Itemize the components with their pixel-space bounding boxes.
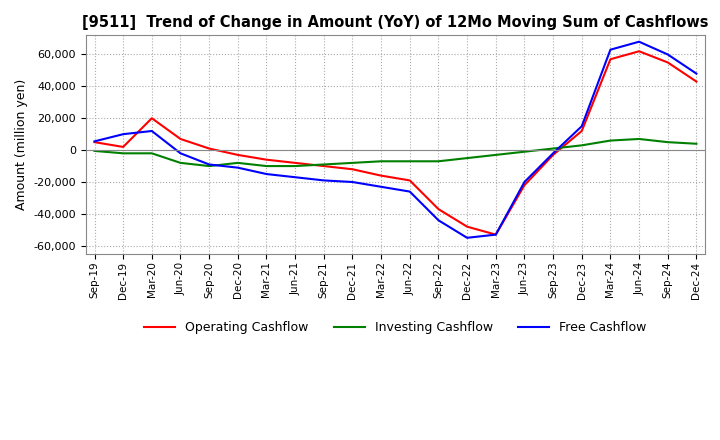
Operating Cashflow	[405, 178, 414, 183]
Investing Cashflow	[90, 148, 99, 154]
Free Cashflow	[606, 47, 615, 52]
Free Cashflow	[348, 180, 357, 185]
Operating Cashflow	[233, 152, 242, 158]
Line: Operating Cashflow: Operating Cashflow	[94, 51, 696, 235]
Y-axis label: Amount (million yen): Amount (million yen)	[15, 79, 28, 210]
Operating Cashflow	[377, 173, 385, 178]
Investing Cashflow	[119, 150, 127, 156]
Investing Cashflow	[377, 159, 385, 164]
Title: [9511]  Trend of Change in Amount (YoY) of 12Mo Moving Sum of Cashflows: [9511] Trend of Change in Amount (YoY) o…	[82, 15, 708, 30]
Operating Cashflow	[90, 139, 99, 145]
Free Cashflow	[405, 189, 414, 194]
Operating Cashflow	[577, 128, 586, 134]
Investing Cashflow	[663, 139, 672, 145]
Investing Cashflow	[692, 141, 701, 147]
Operating Cashflow	[635, 49, 644, 54]
Investing Cashflow	[291, 163, 300, 169]
Investing Cashflow	[434, 159, 443, 164]
Investing Cashflow	[492, 152, 500, 158]
Free Cashflow	[320, 178, 328, 183]
Investing Cashflow	[405, 159, 414, 164]
Investing Cashflow	[635, 136, 644, 142]
Free Cashflow	[663, 52, 672, 57]
Free Cashflow	[549, 150, 557, 156]
Investing Cashflow	[606, 138, 615, 143]
Free Cashflow	[176, 150, 185, 156]
Investing Cashflow	[176, 160, 185, 165]
Free Cashflow	[148, 128, 156, 134]
Operating Cashflow	[692, 79, 701, 84]
Operating Cashflow	[204, 146, 213, 151]
Investing Cashflow	[262, 163, 271, 169]
Investing Cashflow	[520, 149, 528, 154]
Operating Cashflow	[663, 60, 672, 65]
Operating Cashflow	[262, 157, 271, 162]
Investing Cashflow	[549, 146, 557, 151]
Operating Cashflow	[119, 144, 127, 150]
Free Cashflow	[204, 162, 213, 167]
Free Cashflow	[520, 180, 528, 185]
Investing Cashflow	[320, 162, 328, 167]
Legend: Operating Cashflow, Investing Cashflow, Free Cashflow: Operating Cashflow, Investing Cashflow, …	[139, 316, 652, 339]
Free Cashflow	[577, 124, 586, 129]
Free Cashflow	[377, 184, 385, 190]
Free Cashflow	[434, 218, 443, 223]
Free Cashflow	[692, 71, 701, 76]
Investing Cashflow	[204, 163, 213, 169]
Operating Cashflow	[520, 183, 528, 188]
Free Cashflow	[635, 39, 644, 44]
Operating Cashflow	[549, 152, 557, 158]
Operating Cashflow	[463, 224, 472, 229]
Free Cashflow	[463, 235, 472, 240]
Free Cashflow	[233, 165, 242, 170]
Free Cashflow	[262, 172, 271, 177]
Operating Cashflow	[348, 167, 357, 172]
Line: Investing Cashflow: Investing Cashflow	[94, 139, 696, 166]
Operating Cashflow	[176, 136, 185, 142]
Line: Free Cashflow: Free Cashflow	[94, 42, 696, 238]
Operating Cashflow	[320, 163, 328, 169]
Free Cashflow	[119, 132, 127, 137]
Investing Cashflow	[577, 143, 586, 148]
Operating Cashflow	[148, 116, 156, 121]
Free Cashflow	[291, 175, 300, 180]
Free Cashflow	[492, 232, 500, 237]
Operating Cashflow	[291, 160, 300, 165]
Investing Cashflow	[233, 160, 242, 165]
Free Cashflow	[90, 139, 99, 144]
Operating Cashflow	[606, 57, 615, 62]
Investing Cashflow	[348, 160, 357, 165]
Operating Cashflow	[492, 232, 500, 237]
Investing Cashflow	[463, 155, 472, 161]
Operating Cashflow	[434, 206, 443, 212]
Investing Cashflow	[148, 150, 156, 156]
